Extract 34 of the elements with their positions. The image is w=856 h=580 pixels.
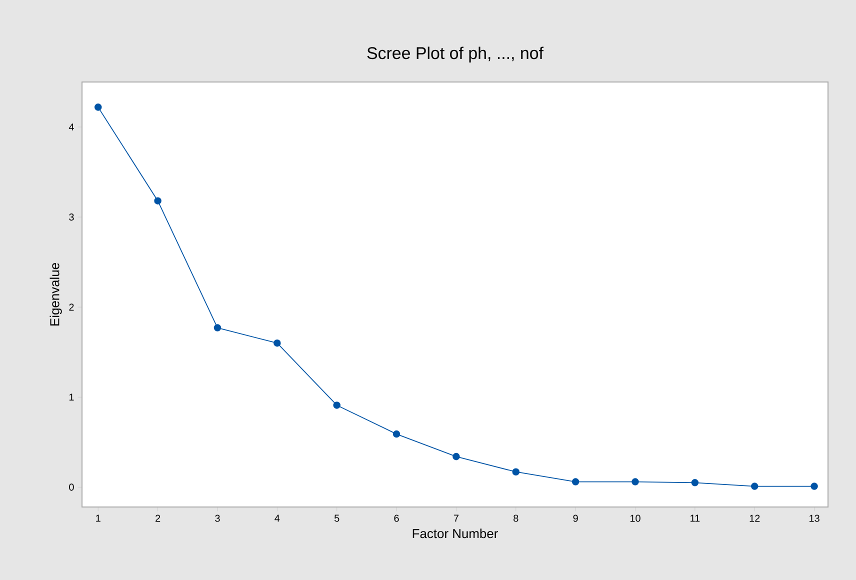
y-tick-label: 2 [69,304,74,311]
point [154,197,162,204]
chart-title: Scree Plot of ph, ..., nof [367,46,544,62]
point [274,339,281,347]
x-tick-label: 10 [630,514,640,522]
x-tick-label: 13 [810,514,820,522]
x-tick-label: 6 [394,514,399,522]
y-tick-label: 3 [69,214,74,221]
point [512,468,520,476]
x-tick-label: 3 [215,514,220,522]
x-axis-title: Factor Number [412,528,498,538]
point [214,324,222,332]
x-tick-label: 5 [334,514,340,522]
point [691,479,699,486]
y-tick-label: 4 [68,124,74,130]
x-tick-label: 7 [454,514,458,522]
x-tick-label: 1 [96,514,100,522]
x-tick-label: 9 [573,514,578,522]
x-tick-label: 8 [514,514,518,522]
y-axis-title: Eigenvalue [50,263,62,326]
x-tick-label: 4 [274,514,280,522]
y-tick-label: 1 [69,394,74,401]
point [94,104,102,111]
point [810,482,818,490]
point [572,478,580,486]
point [333,402,340,409]
point [750,482,758,490]
x-tick-label: 2 [156,514,160,522]
x-tick-label: 12 [750,514,760,522]
point [452,452,460,460]
point [392,430,400,438]
y-tick-label: 0 [69,484,74,491]
x-tick-label: 11 [690,514,700,522]
point [632,478,639,486]
